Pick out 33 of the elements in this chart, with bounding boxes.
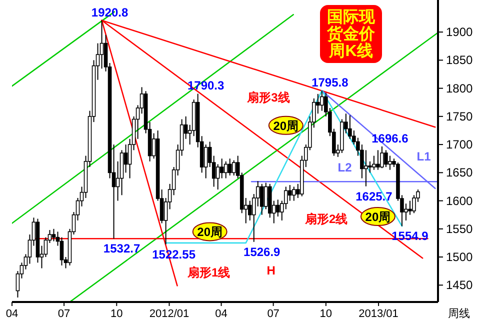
y-tick-label: 1900	[446, 25, 474, 40]
x-tick-label: 07	[267, 308, 280, 320]
x-tick-label: 2012/01	[149, 308, 190, 320]
annotation: 1920.8	[91, 5, 128, 20]
x-tick-label: 2013/01	[358, 308, 398, 320]
y-tick-label: 1550	[446, 222, 474, 236]
y-tick-label: 1750	[446, 109, 474, 124]
x-tick-label: 07	[58, 308, 70, 320]
y-tick-label: 1450	[446, 278, 474, 292]
y-tick-label: 1850	[446, 53, 474, 68]
series-label: L2	[338, 160, 352, 175]
annotation: 1795.8	[312, 76, 349, 90]
y-tick-label: 1500	[446, 250, 474, 264]
y-tick-label: 1650	[446, 166, 474, 180]
y-tick-label: 1800	[446, 81, 474, 96]
x-tick-label: 04	[6, 308, 18, 320]
text: 国际现货金价周K线	[326, 9, 376, 60]
annotation: 20周	[365, 210, 391, 224]
annotation: 1532.7	[103, 242, 140, 256]
series-label: 扇形1线	[186, 265, 230, 280]
x-tick-label: 10	[110, 308, 123, 320]
series-label: 扇形2线	[304, 212, 348, 226]
x-axis-title: 周线	[448, 307, 470, 320]
text: H	[266, 264, 276, 278]
y-tick-label: 1600	[446, 194, 474, 208]
annotation: 20周	[197, 225, 223, 240]
series-label: 扇形3线	[246, 90, 290, 105]
x-tick-label: 10	[320, 308, 332, 320]
series-label: L1	[416, 150, 432, 164]
x-tick-label: 04	[215, 308, 228, 320]
annotation: 20周	[273, 118, 299, 133]
annotation: 1526.9	[244, 244, 281, 259]
y-tick-label: 1700	[446, 138, 474, 152]
